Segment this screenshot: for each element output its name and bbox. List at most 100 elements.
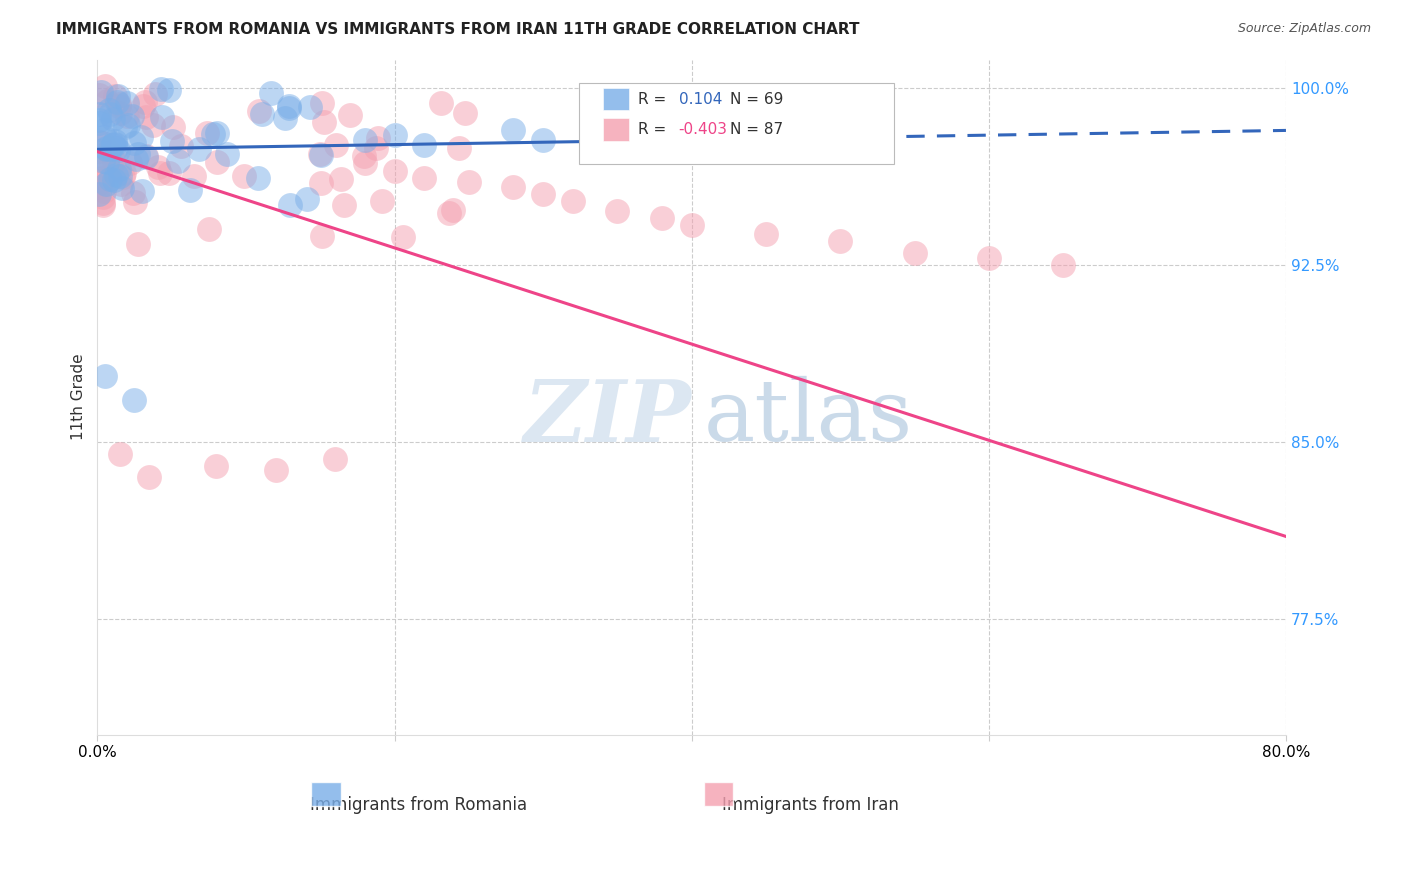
Point xyxy=(118,155,141,169)
Point xyxy=(94,79,117,94)
Point xyxy=(325,137,347,152)
Point xyxy=(107,161,129,176)
Point xyxy=(108,169,131,184)
Point xyxy=(260,86,283,100)
Text: atlas: atlas xyxy=(703,376,912,459)
Point xyxy=(94,141,117,155)
Point xyxy=(205,155,228,169)
Point xyxy=(125,152,148,166)
Point xyxy=(148,166,170,180)
Point xyxy=(107,143,129,157)
Point xyxy=(179,183,201,197)
Point xyxy=(127,147,149,161)
Point xyxy=(107,88,129,103)
Point xyxy=(103,173,125,187)
Point xyxy=(391,229,413,244)
Point xyxy=(96,161,118,175)
Point xyxy=(413,137,436,152)
Point xyxy=(121,186,143,200)
Point xyxy=(311,148,333,162)
Point xyxy=(531,133,554,147)
Point xyxy=(311,228,333,243)
Text: 0.104: 0.104 xyxy=(679,92,721,107)
Point xyxy=(134,95,156,109)
Point xyxy=(592,128,614,143)
Point xyxy=(364,141,387,155)
Point xyxy=(111,181,134,195)
Point xyxy=(439,205,461,219)
Point xyxy=(98,145,121,159)
Point xyxy=(502,123,524,137)
Point xyxy=(87,113,110,128)
Point xyxy=(278,99,301,113)
Point xyxy=(250,107,273,121)
Point xyxy=(413,170,436,185)
Point xyxy=(131,184,153,198)
FancyBboxPatch shape xyxy=(579,83,894,164)
Point xyxy=(457,175,479,189)
Point xyxy=(96,94,118,108)
Point xyxy=(371,194,394,208)
Point xyxy=(111,169,134,184)
Point xyxy=(91,174,114,188)
Point xyxy=(91,136,114,151)
Point xyxy=(162,120,184,134)
Point xyxy=(278,101,301,115)
Point xyxy=(332,197,354,211)
Point xyxy=(183,169,205,184)
Point xyxy=(93,185,115,199)
Point xyxy=(170,138,193,153)
Text: N = 87: N = 87 xyxy=(730,122,783,137)
Point xyxy=(135,148,157,162)
Text: Immigrants from Iran: Immigrants from Iran xyxy=(723,796,898,814)
Point xyxy=(98,142,121,156)
Point xyxy=(977,251,1000,265)
Text: N = 69: N = 69 xyxy=(730,92,783,107)
Text: IMMIGRANTS FROM ROMANIA VS IMMIGRANTS FROM IRAN 11TH GRADE CORRELATION CHART: IMMIGRANTS FROM ROMANIA VS IMMIGRANTS FR… xyxy=(56,22,859,37)
Point xyxy=(115,95,138,110)
Point xyxy=(124,136,146,150)
Point xyxy=(117,118,139,132)
Point xyxy=(561,194,583,209)
Point xyxy=(247,104,270,119)
Point xyxy=(384,163,406,178)
Point xyxy=(903,246,925,260)
Point xyxy=(205,126,228,140)
Point xyxy=(96,177,118,191)
Point xyxy=(264,463,287,477)
Point xyxy=(531,187,554,202)
Point xyxy=(606,203,628,218)
Point xyxy=(202,127,225,141)
Text: ZIP: ZIP xyxy=(524,376,692,459)
Point xyxy=(188,142,211,156)
Point xyxy=(830,235,852,249)
Point xyxy=(89,153,111,168)
Point xyxy=(94,368,117,383)
Point xyxy=(135,150,157,164)
Point xyxy=(142,118,165,132)
Point xyxy=(100,156,122,170)
Point xyxy=(103,154,125,169)
Point xyxy=(148,160,170,174)
FancyBboxPatch shape xyxy=(603,88,628,111)
Point xyxy=(353,156,375,170)
Point xyxy=(89,186,111,201)
Point xyxy=(274,112,297,126)
Point xyxy=(115,109,138,123)
Point xyxy=(353,149,375,163)
Point xyxy=(311,96,333,111)
Point xyxy=(96,154,118,169)
Point xyxy=(103,112,125,126)
Point xyxy=(323,451,346,466)
Point xyxy=(367,131,389,145)
Point xyxy=(94,142,117,156)
Point xyxy=(103,138,125,153)
Point xyxy=(91,197,114,211)
Point xyxy=(87,176,110,190)
Point xyxy=(129,130,152,145)
Point xyxy=(104,89,127,103)
Point xyxy=(108,99,131,113)
FancyBboxPatch shape xyxy=(703,782,734,805)
Point xyxy=(157,165,180,179)
Point xyxy=(157,83,180,97)
